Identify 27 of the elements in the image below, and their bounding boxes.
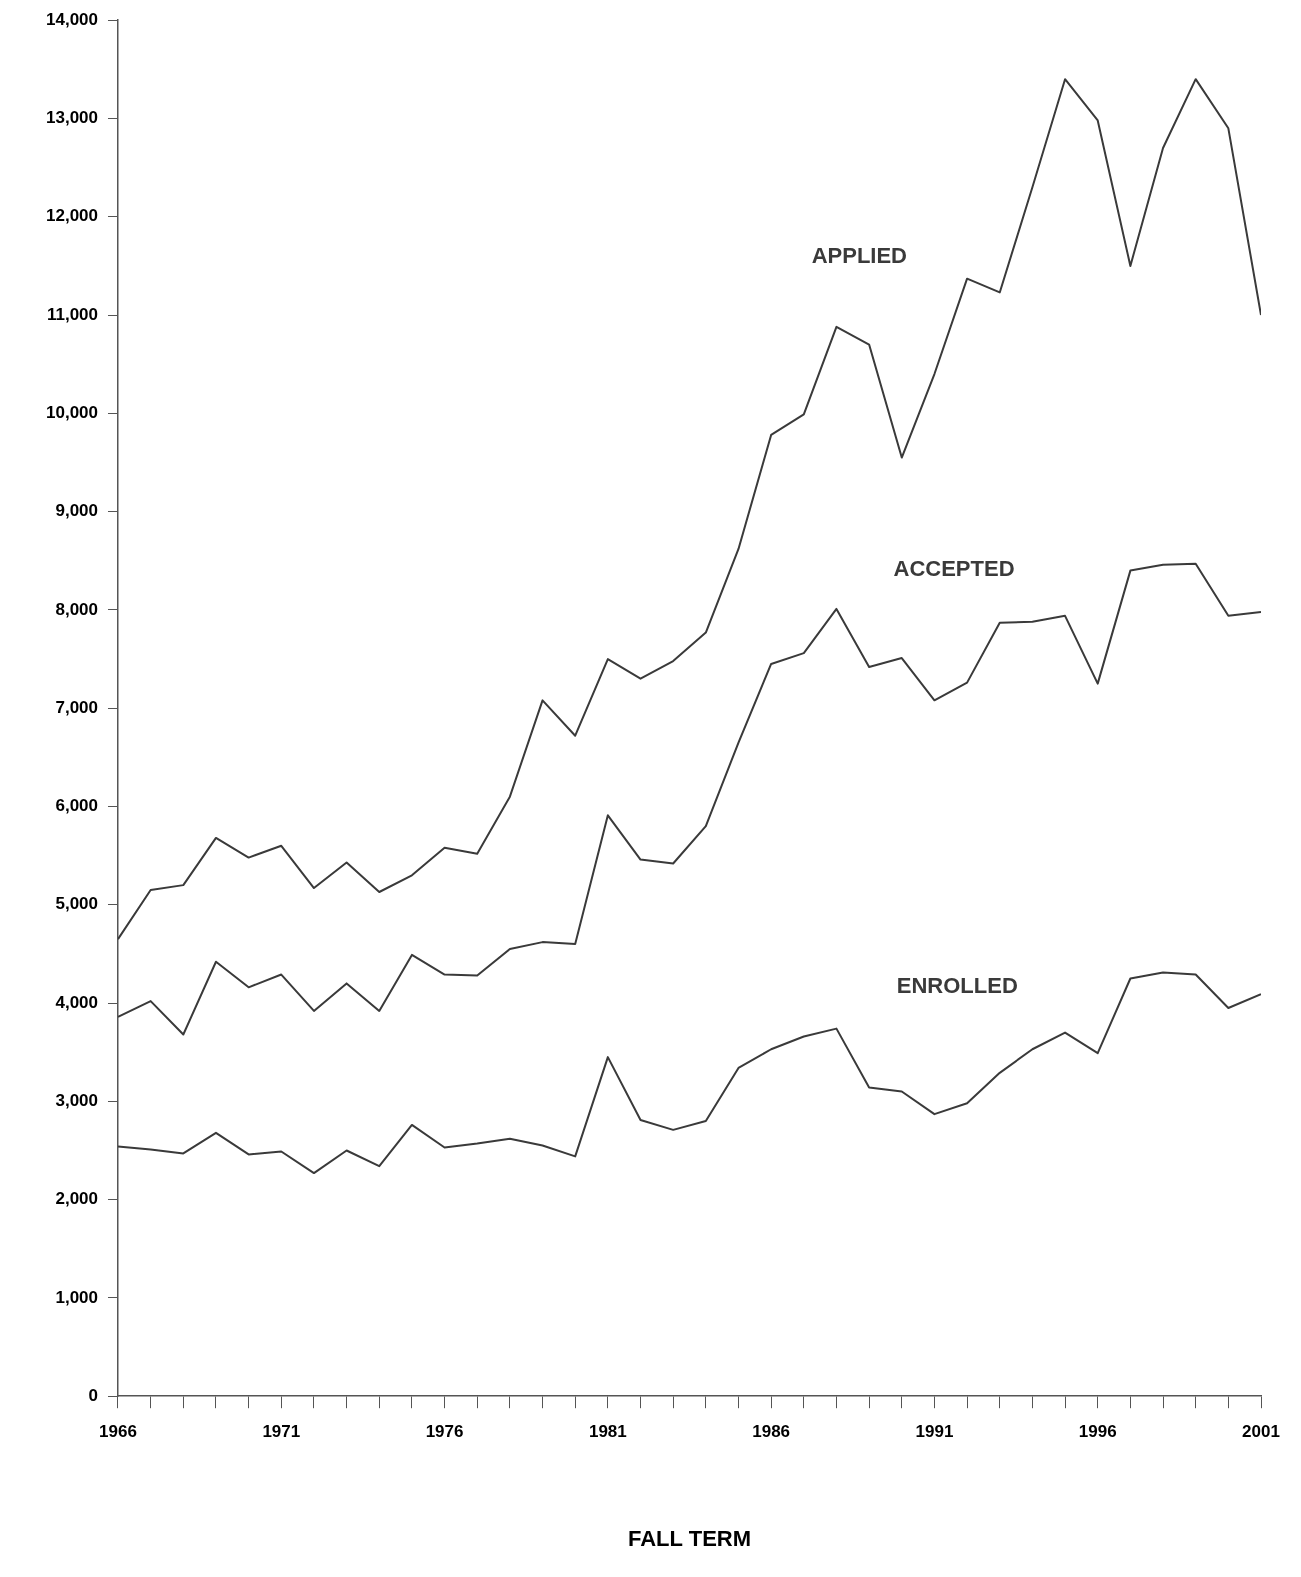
y-tick-label: 6,000 (55, 796, 98, 816)
x-tick-label: 1971 (262, 1422, 301, 1442)
text: ENROLLED (896, 972, 1018, 998)
y-tick-label: 2,000 (55, 1189, 98, 1209)
x-tick-label: 1986 (752, 1422, 791, 1442)
x-tick-label: 1981 (588, 1422, 627, 1442)
x-tick-label: 1996 (1078, 1422, 1117, 1442)
y-tick-label: 14,000 (46, 9, 98, 29)
text: APPLIED (811, 243, 907, 269)
x-tick-label: 1991 (915, 1422, 954, 1442)
y-tick-label: 8,000 (55, 599, 98, 619)
y-tick-label: 4,000 (55, 992, 98, 1012)
y-tick-label: 1,000 (55, 1287, 98, 1307)
y-tick-label: 10,000 (46, 403, 98, 423)
x-axis-title: FALL TERM (627, 1525, 752, 1551)
x-tick-label: 2001 (1242, 1422, 1280, 1442)
series-label: ACCEPTED (893, 555, 1015, 581)
y-tick-label: 7,000 (55, 697, 98, 717)
y-tick-label: 3,000 (55, 1091, 98, 1111)
y-tick-label: 9,000 (55, 501, 98, 521)
y-tick-label: 13,000 (46, 108, 98, 128)
x-tick-label: 1976 (425, 1422, 464, 1442)
y-tick-label: 11,000 (46, 304, 98, 324)
x-tick-label: 1966 (99, 1422, 137, 1442)
y-tick-label: 12,000 (46, 206, 98, 226)
y-tick-label: 5,000 (55, 894, 98, 914)
y-tick-label: 0 (88, 1385, 98, 1405)
